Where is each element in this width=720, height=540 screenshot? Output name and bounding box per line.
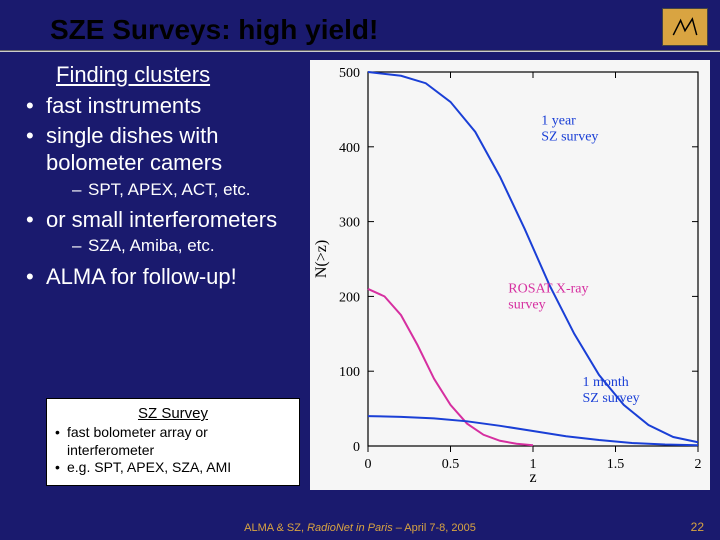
box-bullet-item: e.g. SPT, APEX, SZA, AMI [55, 459, 291, 477]
nrao-logo [662, 8, 708, 46]
nz-chart: 00.511.520100200300400500zN(>z)1 yearSZ … [310, 60, 710, 490]
section-heading: Finding clusters [56, 62, 296, 88]
main-bullet-list: fast instruments single dishes with bolo… [26, 92, 296, 290]
svg-text:400: 400 [339, 141, 360, 156]
svg-text:500: 500 [339, 66, 360, 81]
bullet-item: or small interferometers SZA, Amiba, etc… [26, 206, 296, 257]
svg-text:survey: survey [508, 298, 545, 313]
bullet-content: Finding clusters fast instruments single… [26, 60, 296, 292]
chart-svg: 00.511.520100200300400500zN(>z)1 yearSZ … [310, 60, 710, 490]
svg-text:1.5: 1.5 [607, 457, 625, 472]
svg-text:1 year: 1 year [541, 113, 576, 128]
page-number: 22 [691, 520, 704, 534]
bullet-item: ALMA for follow-up! [26, 263, 296, 291]
sz-survey-box: SZ Survey fast bolometer array or interf… [46, 398, 300, 486]
svg-text:2: 2 [695, 457, 702, 472]
svg-text:100: 100 [339, 365, 360, 380]
box-bullet-list: fast bolometer array or interferometer e… [55, 424, 291, 477]
title-underline [0, 50, 720, 52]
svg-text:N(>z): N(>z) [313, 240, 330, 278]
box-title: SZ Survey [55, 405, 291, 422]
box-bullet-item: fast bolometer array or interferometer [55, 424, 291, 459]
bullet-item: single dishes with bolometer camers SPT,… [26, 122, 296, 200]
sub-bullet-item: SPT, APEX, ACT, etc. [72, 179, 296, 200]
sub-bullet-list: SZA, Amiba, etc. [72, 235, 296, 256]
sub-bullet-item: SZA, Amiba, etc. [72, 235, 296, 256]
svg-text:300: 300 [339, 216, 360, 231]
svg-text:ROSAT X-ray: ROSAT X-ray [508, 282, 588, 297]
svg-text:200: 200 [339, 290, 360, 305]
svg-text:0: 0 [353, 440, 360, 455]
svg-text:SZ survey: SZ survey [541, 129, 598, 144]
sub-bullet-list: SPT, APEX, ACT, etc. [72, 179, 296, 200]
svg-text:SZ survey: SZ survey [583, 391, 640, 406]
svg-text:1 month: 1 month [583, 375, 629, 390]
svg-text:0.5: 0.5 [442, 457, 460, 472]
title-bar: SZE Surveys: high yield! [0, 14, 720, 52]
footer-text: ALMA & SZ, RadioNet in Paris – April 7-8… [0, 522, 720, 534]
bullet-item: fast instruments [26, 92, 296, 120]
svg-text:z: z [529, 469, 536, 486]
slide-title: SZE Surveys: high yield! [50, 14, 378, 46]
svg-text:0: 0 [365, 457, 372, 472]
